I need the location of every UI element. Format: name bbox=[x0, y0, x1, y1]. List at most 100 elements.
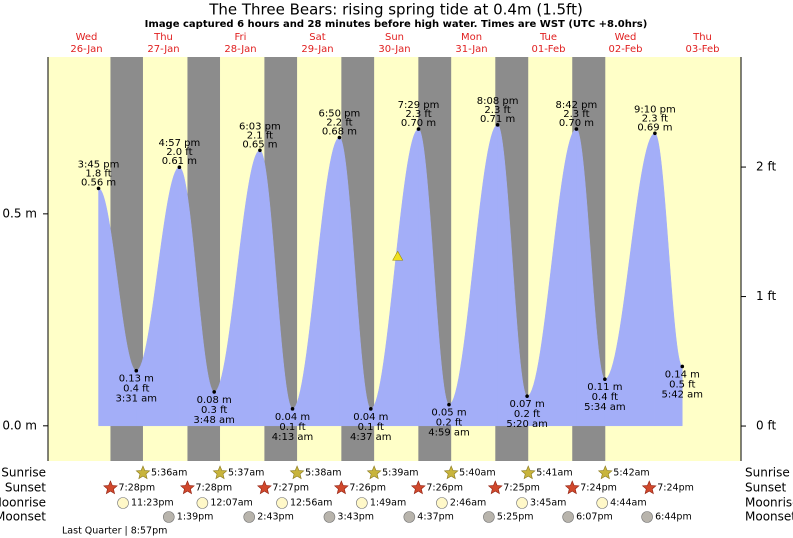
sun-icon bbox=[487, 480, 503, 495]
weekday-label: Mon bbox=[461, 32, 482, 43]
chart-title: The Three Bears: rising spring tide at 0… bbox=[208, 1, 583, 19]
tide-label: 0.1 ft bbox=[358, 422, 384, 433]
tide-area bbox=[292, 137, 340, 427]
chart-subtitle: Image captured 6 hours and 28 minutes be… bbox=[145, 19, 648, 30]
moonset-time: 6:44pm bbox=[655, 512, 692, 523]
y2-tick-label: 1 ft bbox=[756, 289, 776, 303]
tide-area bbox=[259, 149, 293, 427]
tide-label: 6:50 pm bbox=[319, 109, 361, 120]
weekday-label: Fri bbox=[235, 32, 247, 43]
tide-area bbox=[370, 128, 419, 427]
moon-icon bbox=[403, 511, 416, 523]
tide-label: 0.2 ft bbox=[514, 409, 540, 420]
sun-icon bbox=[366, 465, 382, 480]
row-label: Sunrise bbox=[745, 466, 790, 480]
sun-icon bbox=[135, 465, 151, 480]
tide-label: 0.07 m bbox=[510, 399, 545, 410]
tide-point bbox=[177, 165, 182, 170]
tide-point bbox=[574, 127, 579, 131]
moon-icon bbox=[436, 497, 448, 509]
tide-point bbox=[416, 127, 421, 131]
moonset-time: 2:43pm bbox=[257, 512, 294, 523]
tide-point bbox=[653, 131, 657, 136]
sun-icon bbox=[597, 465, 613, 480]
date-label: 03-Feb bbox=[685, 44, 719, 55]
tide-label: 1.8 ft bbox=[85, 168, 111, 179]
tide-label: 0.2 ft bbox=[436, 418, 462, 429]
tide-label: 0.4 ft bbox=[123, 384, 149, 395]
moonrise-time: 2:46am bbox=[450, 498, 486, 509]
moonrise-time: 12:56am bbox=[290, 498, 332, 509]
tide-area bbox=[418, 128, 450, 427]
sun-icon bbox=[520, 465, 536, 480]
row-label: Sunrise bbox=[1, 466, 46, 480]
tide-label: 0.04 m bbox=[353, 412, 388, 423]
tide-label: 4:13 am bbox=[272, 432, 314, 443]
date-label: 29-Jan bbox=[301, 44, 333, 55]
moonrise-time: 11:23pm bbox=[131, 498, 174, 509]
tide-label: 2.3 ft bbox=[563, 109, 589, 120]
sun-icon bbox=[564, 480, 580, 495]
tide-point bbox=[447, 402, 451, 407]
tide-label: 2.3 ft bbox=[642, 113, 668, 124]
tide-label: 8:08 pm bbox=[477, 96, 519, 107]
tide-area bbox=[448, 124, 498, 427]
date-label: 01-Feb bbox=[531, 44, 565, 55]
moonrise-time: 3:45am bbox=[530, 498, 566, 509]
tide-label: 9:10 pm bbox=[634, 104, 676, 115]
sun-icon bbox=[289, 465, 305, 480]
row-label: Moonrise bbox=[745, 496, 793, 510]
tide-label: 0.04 m bbox=[275, 412, 310, 423]
tide-label: 0.56 m bbox=[81, 177, 116, 188]
tide-area bbox=[339, 137, 372, 427]
sunrise-time: 5:37am bbox=[228, 468, 264, 479]
tide-area bbox=[576, 128, 606, 427]
moon-icon bbox=[596, 497, 608, 509]
tide-label: 7:29 pm bbox=[398, 100, 440, 111]
tide-point bbox=[337, 135, 342, 140]
moonrise-time: 4:44am bbox=[610, 498, 646, 509]
tide-label: 4:59 am bbox=[428, 428, 470, 439]
moonrise-time: 1:49am bbox=[370, 498, 406, 509]
tide-label: 0.14 m bbox=[665, 369, 700, 380]
tide-label: 2.0 ft bbox=[166, 147, 192, 158]
tide-point bbox=[134, 368, 139, 373]
tide-point bbox=[680, 364, 685, 369]
tide-label: 3:48 am bbox=[193, 415, 235, 426]
sun-icon bbox=[103, 480, 118, 495]
sun-icon bbox=[333, 480, 349, 495]
moonset-time: 5:25pm bbox=[497, 512, 534, 523]
sun-icon bbox=[257, 480, 272, 495]
sun-icon bbox=[443, 465, 459, 480]
tide-label: 0.61 m bbox=[162, 156, 197, 167]
row-label: Moonset bbox=[745, 510, 793, 524]
y-tick-label: 0.5 m bbox=[2, 206, 37, 220]
tide-point bbox=[495, 123, 500, 127]
tide-label: 0.70 m bbox=[401, 118, 436, 129]
tide-label: 0.5 ft bbox=[669, 379, 695, 390]
date-label: 26-Jan bbox=[70, 44, 102, 55]
sun-icon bbox=[180, 480, 195, 495]
date-label: 27-Jan bbox=[147, 44, 179, 55]
tide-point bbox=[369, 407, 373, 411]
tide-label: 5:34 am bbox=[584, 402, 626, 413]
moon-icon bbox=[323, 511, 336, 523]
moon-icon bbox=[356, 497, 368, 509]
moonset-time: 4:37pm bbox=[417, 512, 454, 523]
tide-point bbox=[212, 390, 216, 394]
tide-label: 0.11 m bbox=[587, 382, 622, 393]
weekday-label: Sat bbox=[309, 32, 325, 43]
y-tick-label: 0.0 m bbox=[2, 418, 37, 432]
sunrise-time: 5:41am bbox=[536, 468, 572, 479]
moon-icon bbox=[162, 511, 175, 523]
tide-point bbox=[96, 186, 101, 191]
moon-icon bbox=[483, 511, 495, 523]
moonrise-time: 12:07am bbox=[210, 498, 252, 509]
sunrise-time: 5:39am bbox=[382, 468, 418, 479]
row-label: Sunset bbox=[745, 481, 786, 495]
tide-point bbox=[603, 377, 607, 381]
weekday-label: Thu bbox=[153, 32, 173, 43]
date-label: 02-Feb bbox=[608, 44, 642, 55]
tide-area bbox=[136, 166, 180, 427]
tide-area bbox=[213, 149, 261, 427]
